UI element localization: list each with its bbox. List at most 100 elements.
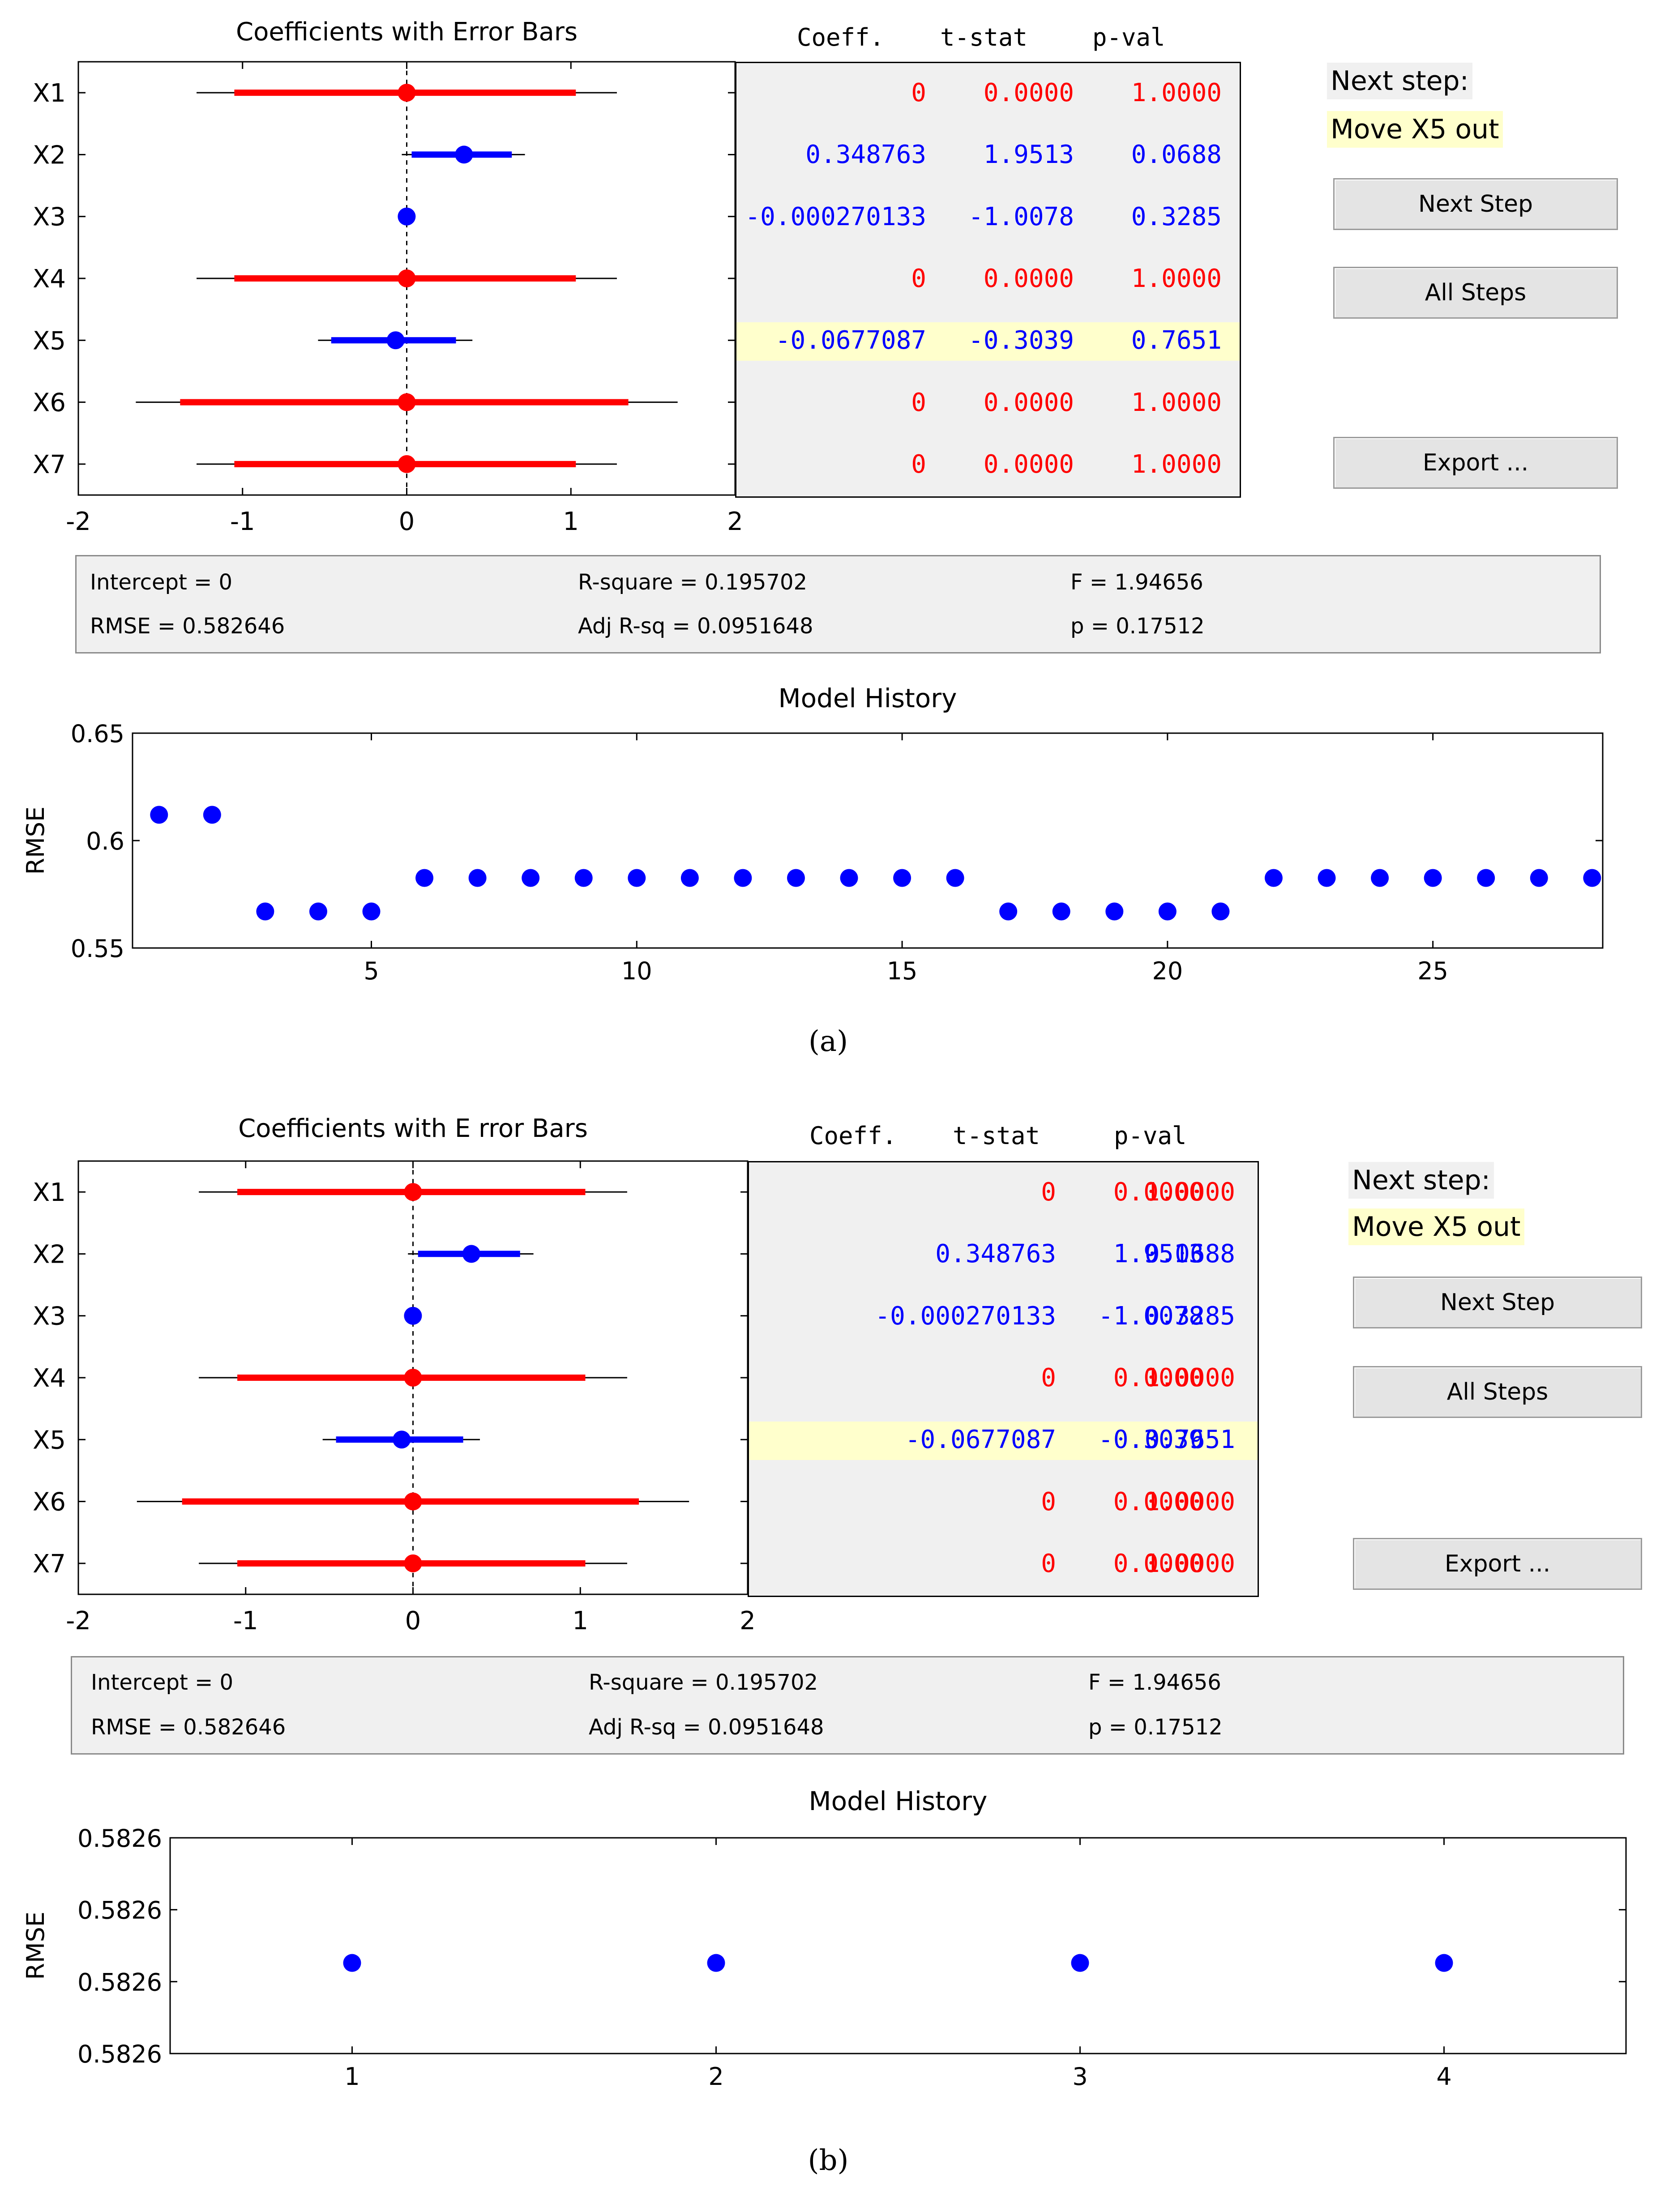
cell-pval: 0.7651 — [1144, 1425, 1235, 1455]
cell-coeff: 0.348763 — [805, 140, 926, 170]
cell-coeff: 0.348763 — [935, 1239, 1056, 1269]
history-point — [522, 869, 540, 887]
coef-chart-a: Coefficients with Error Bars X1 X2 X3 X4 X5 X6… — [33, 17, 743, 536]
table-row: -0.0677087 -0.3039 0.7651 — [749, 1422, 1258, 1460]
history-chart-b: Model History RMSE 0.5826 0.5826 0.5826 0.582… — [21, 1786, 1627, 2091]
x-tick-label: 0 — [405, 1606, 421, 1636]
all-steps-button[interactable]: All Steps — [1333, 267, 1618, 319]
cell-pval: 0.7651 — [1131, 326, 1222, 355]
cell-coeff: 0 — [1041, 1487, 1056, 1516]
next-step-button[interactable]: Next Step — [1353, 1277, 1642, 1328]
stat-adj-rsq: Adj R-sq = 0.0951648 — [589, 1715, 824, 1740]
table-row: 0 0.0000 1.0000 — [736, 260, 1240, 299]
header-pval: p-val — [1092, 23, 1165, 51]
history-chart-a: Model History RMSE 0.65 0.6 0.55 5 10 15 20 25 — [21, 683, 1604, 985]
caption-b: (b) — [808, 2144, 849, 2177]
history-point — [734, 869, 752, 887]
next-step-label: Next step: — [1348, 1162, 1494, 1199]
x-tick-label: 1 — [563, 507, 579, 536]
coef-point-x5 — [386, 331, 405, 350]
table-row: -0.000270133 -1.0078 0.3285 — [749, 1298, 1258, 1337]
next-step-action: Move X5 out — [1327, 111, 1503, 148]
history-point — [999, 902, 1018, 921]
y-tick-label: X6 — [33, 1488, 66, 1517]
table-row: 0 0.0000 1.0000 — [749, 1546, 1258, 1584]
coef-point-x6 — [404, 1492, 422, 1511]
cell-tstat: -1.0078 — [1098, 1301, 1204, 1331]
x-tick-label: -1 — [230, 507, 255, 536]
coef-point-x3 — [404, 1307, 422, 1325]
history-point — [362, 902, 381, 921]
history-point — [707, 1954, 725, 1972]
history-point — [468, 869, 487, 887]
history-point — [1435, 1954, 1453, 1972]
next-step-button[interactable]: Next Step — [1333, 178, 1618, 230]
y-tick-label: 0.5826 — [77, 1824, 162, 1853]
y-tick-label: X5 — [33, 326, 66, 355]
coef-point-x6 — [398, 393, 416, 411]
history-point — [680, 869, 699, 887]
cell-coeff: -0.000270133 — [745, 202, 926, 231]
cell-tstat: 1.9513 — [1113, 1239, 1204, 1269]
stats-box-b: Intercept = 0 RMSE = 0.582646 R-square =… — [71, 1656, 1624, 1755]
x-tick-label: 2 — [708, 2063, 723, 2091]
coef-table-b: 0 0.0000 1.0000 0.348763 1.9513 0.0688 -0.0002… — [748, 1161, 1259, 1597]
x-tick-label: 15 — [887, 957, 918, 985]
cell-coeff: -0.000270133 — [875, 1301, 1056, 1331]
coef-header-b: Coeff. t-stat p-val — [809, 1122, 1257, 1153]
x-tick-label: -1 — [233, 1606, 258, 1636]
table-row: 0 0.0000 1.0000 — [749, 1360, 1258, 1398]
all-steps-button[interactable]: All Steps — [1353, 1366, 1642, 1418]
x-tick-label: 2 — [740, 1606, 756, 1636]
cell-tstat: 0.0000 — [1113, 1487, 1204, 1516]
history-point — [1583, 869, 1601, 887]
cell-coeff: 0 — [911, 78, 926, 108]
cell-coeff: 0 — [1041, 1363, 1056, 1392]
y-axis-label: RMSE — [21, 807, 50, 875]
history-title: Model History — [809, 1786, 988, 1816]
coef-point-x2 — [455, 145, 473, 164]
history-point — [1477, 869, 1495, 887]
x-tick-label: 10 — [621, 957, 652, 985]
cell-tstat: -0.3039 — [968, 326, 1074, 355]
x-tick-label: 4 — [1436, 2063, 1451, 2091]
x-tick-label: 20 — [1152, 957, 1183, 985]
stat-adj-rsq: Adj R-sq = 0.0951648 — [578, 614, 813, 639]
history-point — [343, 1954, 361, 1972]
cell-pval: 1.0000 — [1144, 1487, 1235, 1516]
table-row: 0 0.0000 1.0000 — [749, 1174, 1258, 1213]
history-point — [256, 902, 274, 921]
stat-f: F = 1.94656 — [1088, 1670, 1221, 1695]
stat-f: F = 1.94656 — [1070, 570, 1203, 595]
x-tick-label: 1 — [572, 1606, 588, 1636]
table-row: 0.348763 1.9513 0.0688 — [736, 137, 1240, 175]
history-point — [1211, 902, 1230, 921]
header-coeff: Coeff. — [797, 23, 885, 51]
cell-coeff: 0 — [911, 449, 926, 479]
y-tick-label: X5 — [33, 1426, 66, 1455]
cell-tstat: -0.3039 — [1098, 1425, 1204, 1455]
coef-header-a: Coeff. t-stat p-val — [797, 23, 1245, 55]
cell-pval: 1.0000 — [1144, 1178, 1235, 1207]
header-coeff: Coeff. — [809, 1122, 897, 1150]
cell-pval: 0.0688 — [1131, 140, 1222, 170]
history-point — [1052, 902, 1070, 921]
table-row: 0.348763 1.9513 0.0688 — [749, 1236, 1258, 1274]
next-step-label: Next step: — [1327, 63, 1472, 99]
cell-coeff: -0.0677087 — [775, 326, 926, 355]
coef-point-x3 — [398, 207, 416, 226]
export-button[interactable]: Export ... — [1353, 1538, 1642, 1590]
x-tick-label: -2 — [66, 507, 91, 536]
history-point — [1071, 1954, 1089, 1972]
export-button[interactable]: Export ... — [1333, 437, 1618, 489]
cell-coeff: 0 — [911, 264, 926, 293]
coef-point-x4 — [404, 1369, 422, 1387]
coef-point-x5 — [393, 1431, 411, 1449]
cell-coeff: 0 — [911, 388, 926, 417]
header-tstat: t-stat — [953, 1122, 1040, 1150]
stat-p: p = 0.17512 — [1070, 614, 1205, 639]
history-point — [840, 869, 858, 887]
y-tick-label: X4 — [33, 265, 66, 294]
cell-tstat: 0.0000 — [1113, 1178, 1204, 1207]
y-tick-label: X3 — [33, 1302, 66, 1331]
